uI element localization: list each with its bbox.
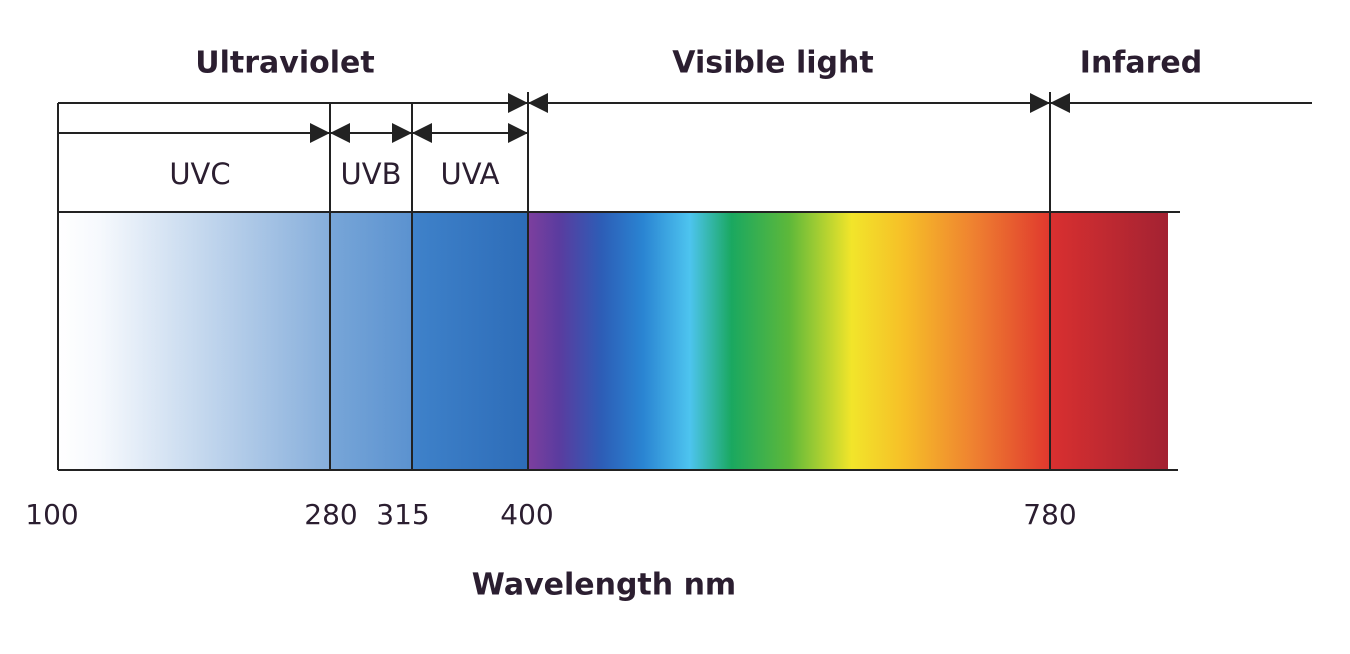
arrow	[528, 93, 548, 113]
group-label: Infared	[1080, 46, 1202, 81]
axis-label: Wavelength nm	[472, 568, 736, 603]
tick-label: 100	[25, 498, 78, 531]
arrow	[1050, 93, 1070, 113]
arrow	[330, 123, 350, 143]
tick-label: 400	[500, 498, 553, 531]
tick-label: 315	[376, 498, 429, 531]
infrared-band	[1050, 213, 1168, 470]
band-label: UVC	[169, 157, 230, 191]
arrow	[310, 123, 330, 143]
uvb-band	[330, 213, 412, 470]
band-label: UVA	[440, 157, 499, 191]
arrow	[508, 123, 528, 143]
arrow	[1030, 93, 1050, 113]
visible-band	[528, 213, 1050, 470]
arrow	[412, 123, 432, 143]
tick-label: 280	[304, 498, 357, 531]
uva-band	[412, 213, 528, 470]
arrow	[392, 123, 412, 143]
arrow	[508, 93, 528, 113]
tick-label: 780	[1023, 498, 1076, 531]
uvc-band	[59, 213, 330, 470]
group-label: Ultraviolet	[195, 46, 374, 81]
group-label: Visible light	[672, 46, 873, 81]
band-label: UVB	[341, 157, 402, 191]
